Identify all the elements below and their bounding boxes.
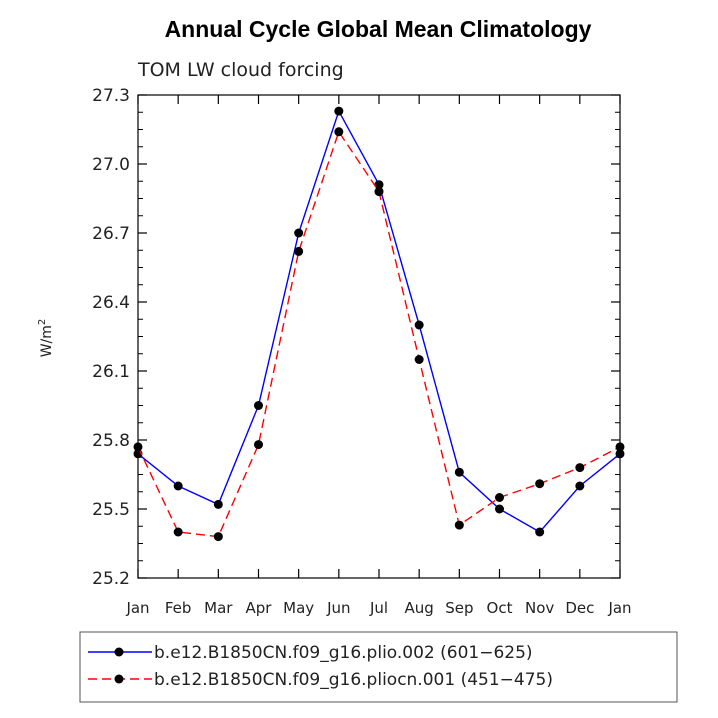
y-tick-label: 25.8 bbox=[92, 431, 130, 451]
series-1-point bbox=[254, 401, 263, 410]
x-tick-label: Jun bbox=[326, 599, 350, 617]
y-tick-labels: 25.2 25.5 25.8 26.1 26.4 26.7 27.0 27.3 bbox=[92, 86, 130, 589]
legend-box bbox=[79, 631, 678, 703]
series-1-point bbox=[575, 481, 585, 491]
legend-label-2: b.e12.B1850CN.f09_g16.pliocn.001 (451−47… bbox=[154, 670, 553, 690]
plot-frame bbox=[137, 94, 621, 579]
series-1-point bbox=[334, 106, 344, 116]
series-layer bbox=[133, 106, 625, 542]
y-tick-label: 27.0 bbox=[92, 155, 130, 175]
x-tick-label: Nov bbox=[525, 599, 554, 617]
y-axis-label: W/m2 bbox=[37, 319, 55, 358]
y-tick-label: 26.7 bbox=[92, 224, 130, 244]
series-2-point bbox=[575, 463, 585, 473]
y-tick-label: 26.1 bbox=[92, 362, 130, 382]
y-axis-label-superscript: 2 bbox=[37, 319, 48, 325]
y-tick-label: 25.2 bbox=[92, 569, 130, 589]
chart-title: Annual Cycle Global Mean Climatology bbox=[165, 16, 592, 42]
y-tick-label: 26.4 bbox=[92, 293, 130, 313]
svg-text:W/m2: W/m2 bbox=[37, 319, 55, 358]
legend: b.e12.B1850CN.f09_g16.plio.002 (601−625)… bbox=[88, 643, 553, 690]
series-1-point bbox=[414, 320, 424, 330]
x-tick-label: May bbox=[283, 599, 314, 617]
x-tick-label: Apr bbox=[246, 599, 273, 617]
series-2-point bbox=[254, 440, 263, 450]
y-tick-label: 25.5 bbox=[92, 500, 130, 520]
axis-ticks bbox=[137, 94, 621, 579]
series-1-point bbox=[495, 504, 504, 514]
x-tick-label: Dec bbox=[565, 599, 594, 617]
series-2-point bbox=[334, 127, 344, 137]
legend-marker-2 bbox=[114, 674, 124, 684]
series-1-point bbox=[535, 527, 545, 537]
chart-subtitle: TOM LW cloud forcing bbox=[137, 59, 344, 81]
series-1-point bbox=[173, 481, 183, 491]
series-2-point bbox=[454, 520, 464, 530]
x-tick-labels: Jan Feb Mar Apr May Jun Jul Aug Sep Oct Nov Dec Jan bbox=[125, 599, 631, 617]
series-1-point bbox=[294, 228, 304, 238]
x-tick-label: Aug bbox=[405, 599, 434, 617]
series-1-point bbox=[374, 180, 384, 190]
x-tick-label: Oct bbox=[487, 599, 513, 617]
series-1-point bbox=[454, 467, 464, 477]
legend-label-1: b.e12.B1850CN.f09_g16.plio.002 (601−625) bbox=[154, 643, 533, 663]
series-2-point bbox=[173, 527, 183, 537]
series-2-point bbox=[213, 532, 223, 542]
series-2-point bbox=[495, 493, 504, 502]
x-tick-label: Sep bbox=[445, 599, 473, 617]
series-1-point bbox=[213, 499, 223, 509]
series-line-1 bbox=[137, 109, 621, 533]
y-axis-label-text: W/m bbox=[39, 325, 55, 357]
series-2-point bbox=[374, 187, 384, 197]
x-tick-label: Jul bbox=[369, 599, 388, 617]
legend-marker-1 bbox=[114, 647, 124, 657]
series-2-point bbox=[294, 246, 304, 256]
y-tick-label: 27.3 bbox=[92, 86, 130, 106]
series-2-point bbox=[535, 479, 545, 489]
x-tick-label: Jan bbox=[125, 599, 149, 617]
x-tick-label: Feb bbox=[165, 599, 192, 617]
x-tick-label: Mar bbox=[204, 599, 233, 617]
series-2-point bbox=[414, 355, 424, 364]
x-tick-label: Jan bbox=[607, 599, 631, 617]
